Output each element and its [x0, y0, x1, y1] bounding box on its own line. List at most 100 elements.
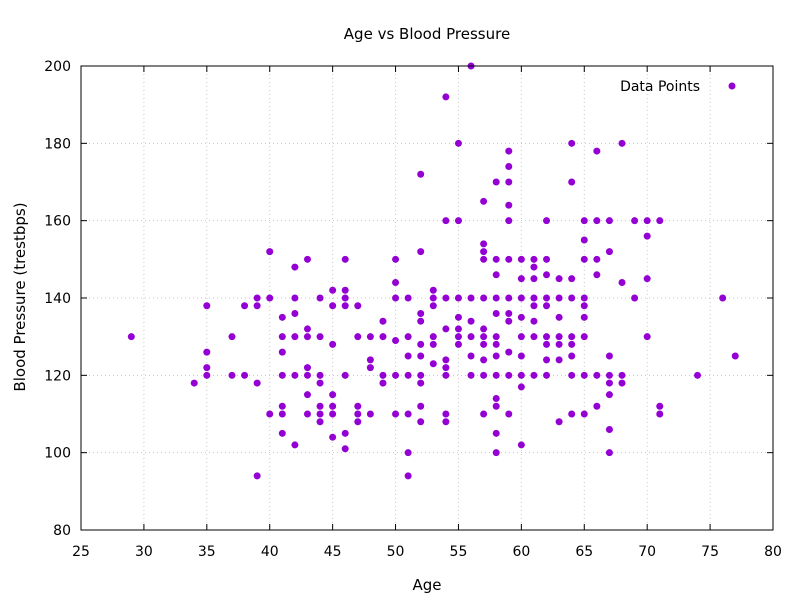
- data-point: [303, 325, 311, 333]
- data-point: [719, 294, 727, 302]
- data-point: [530, 294, 538, 302]
- data-point: [291, 294, 299, 302]
- data-point: [568, 352, 576, 360]
- data-point: [492, 333, 500, 341]
- data-point: [505, 348, 513, 356]
- data-point: [366, 356, 374, 364]
- data-point: [442, 364, 450, 372]
- data-point: [417, 309, 425, 317]
- data-point: [404, 410, 412, 418]
- data-point: [618, 279, 626, 287]
- data-point: [593, 147, 601, 155]
- data-point: [442, 410, 450, 418]
- data-point: [543, 255, 551, 263]
- data-point: [593, 271, 601, 279]
- data-point: [379, 379, 387, 387]
- data-point: [329, 286, 337, 294]
- data-point: [278, 402, 286, 410]
- data-point: [203, 348, 211, 356]
- x-tick-labels: 25 30 35 40 45 50 55 60 65 70 75 80: [72, 544, 782, 560]
- data-point: [442, 356, 450, 364]
- data-point: [253, 302, 261, 310]
- data-point: [605, 248, 613, 256]
- data-point: [354, 410, 362, 418]
- data-point: [543, 333, 551, 341]
- data-point: [492, 449, 500, 457]
- data-point: [480, 197, 488, 205]
- data-point: [454, 217, 462, 225]
- data-point: [480, 356, 488, 364]
- data-point: [392, 410, 400, 418]
- data-point: [354, 302, 362, 310]
- data-point: [480, 371, 488, 379]
- data-point: [454, 313, 462, 321]
- data-point: [241, 302, 249, 310]
- data-point: [417, 379, 425, 387]
- data-point: [316, 379, 324, 387]
- data-point: [505, 294, 513, 302]
- data-point: [505, 255, 513, 263]
- data-point: [429, 360, 437, 368]
- data-point: [278, 348, 286, 356]
- data-point: [203, 302, 211, 310]
- data-point: [555, 275, 563, 283]
- y-tick-label: 80: [53, 523, 71, 539]
- x-tick-label: 65: [575, 544, 593, 560]
- x-tick-label: 35: [198, 544, 216, 560]
- y-tick-label: 180: [44, 136, 71, 152]
- data-point: [253, 472, 261, 480]
- data-point: [605, 391, 613, 399]
- data-point: [392, 255, 400, 263]
- data-point: [543, 271, 551, 279]
- data-point: [492, 371, 500, 379]
- data-point: [241, 371, 249, 379]
- data-point: [480, 325, 488, 333]
- plot-area: [80, 62, 774, 531]
- data-point: [517, 371, 525, 379]
- data-point: [480, 240, 488, 248]
- axis-ticks: [80, 65, 774, 531]
- data-point: [555, 356, 563, 364]
- data-point: [467, 352, 475, 360]
- data-point: [316, 418, 324, 426]
- data-point: [555, 313, 563, 321]
- data-point: [530, 302, 538, 310]
- data-point: [492, 271, 500, 279]
- data-point: [366, 333, 374, 341]
- data-point: [404, 333, 412, 341]
- data-point: [580, 236, 588, 244]
- data-point: [580, 313, 588, 321]
- data-point: [555, 340, 563, 348]
- data-point: [568, 340, 576, 348]
- data-point: [429, 302, 437, 310]
- data-point: [517, 383, 525, 391]
- data-point: [442, 93, 450, 101]
- data-point: [656, 217, 664, 225]
- data-point: [303, 410, 311, 418]
- data-point: [392, 294, 400, 302]
- data-point: [480, 248, 488, 256]
- data-point: [417, 340, 425, 348]
- data-point: [605, 379, 613, 387]
- data-point: [568, 333, 576, 341]
- data-point: [379, 333, 387, 341]
- data-point: [530, 263, 538, 271]
- data-point: [580, 294, 588, 302]
- x-tick-label: 80: [764, 544, 782, 560]
- data-point: [316, 402, 324, 410]
- data-point: [467, 333, 475, 341]
- data-point: [492, 429, 500, 437]
- data-point: [429, 294, 437, 302]
- data-point: [505, 217, 513, 225]
- data-point: [341, 371, 349, 379]
- data-point: [341, 302, 349, 310]
- data-point: [404, 371, 412, 379]
- data-point: [291, 441, 299, 449]
- data-point: [530, 371, 538, 379]
- data-point: [505, 147, 513, 155]
- data-point: [404, 472, 412, 480]
- data-point: [467, 371, 475, 379]
- data-point: [454, 294, 462, 302]
- data-point: [429, 340, 437, 348]
- data-point: [454, 340, 462, 348]
